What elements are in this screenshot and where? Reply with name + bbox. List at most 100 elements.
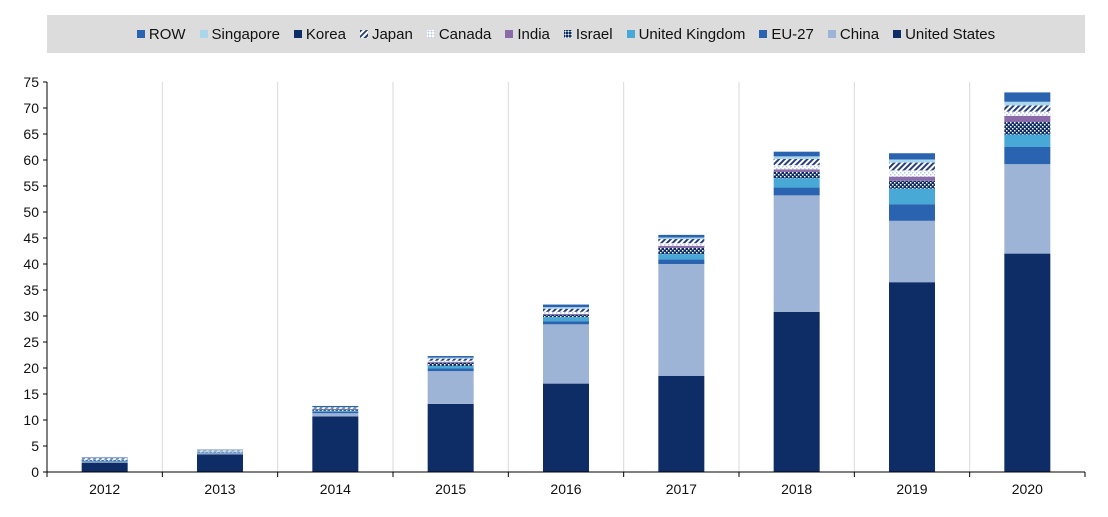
bar-canada-2013 <box>197 451 243 452</box>
bar-india-2020 <box>1004 115 1051 123</box>
bar-united-states-2013 <box>197 454 243 472</box>
y-tick-label: 70 <box>23 100 39 116</box>
y-tick-label: 75 <box>23 74 39 90</box>
y-tick-label: 0 <box>31 464 39 480</box>
legend-item-united-kingdom: United Kingdom <box>626 25 746 43</box>
y-tick-label: 15 <box>23 386 39 402</box>
bar-israel-2014 <box>312 409 359 411</box>
legend-label-india: India <box>517 25 550 43</box>
bar-united-states-2017 <box>658 375 705 472</box>
bar-israel-2018 <box>773 171 820 179</box>
bar-japan-2016 <box>543 308 589 312</box>
y-tick-label: 60 <box>23 152 39 168</box>
y-tick-label: 10 <box>23 412 39 428</box>
bar-china-2018 <box>773 195 820 312</box>
bar-row-2012 <box>81 457 128 458</box>
bar-united-states-2020 <box>1004 253 1051 472</box>
legend-label-united-kingdom: United Kingdom <box>638 25 746 43</box>
bar-canada-2012 <box>81 459 128 461</box>
bar-canada-2017 <box>658 243 705 246</box>
bar-japan-2013 <box>197 450 243 452</box>
x-tick-label: 2015 <box>435 481 466 497</box>
legend-item-united-states: United States <box>893 26 995 43</box>
bar-row-2020 <box>1004 92 1051 102</box>
legend-label-china: China <box>839 25 880 43</box>
bar-china-2012 <box>81 461 128 463</box>
legend-item-row: ROW <box>136 25 186 43</box>
bar-india-2016 <box>543 313 589 315</box>
bar-singapore-2020 <box>1004 101 1051 106</box>
bar-japan-2012 <box>81 458 128 460</box>
bar-china-2020 <box>1004 164 1051 254</box>
bar-india-2018 <box>773 169 820 172</box>
legend-swatch-israel <box>563 30 572 38</box>
bar-japan-2014 <box>312 407 359 409</box>
y-tick-label: 25 <box>23 334 39 350</box>
bar-united-kingdom-2020 <box>1004 134 1051 147</box>
y-tick-label: 40 <box>23 256 39 272</box>
bar-row-2015 <box>427 356 474 358</box>
bar-united-kingdom-2013 <box>197 452 243 453</box>
legend-item-japan: Japan <box>359 26 413 43</box>
bar-india-2015 <box>427 361 474 363</box>
bar-row-2018 <box>773 151 820 157</box>
legend-item-singapore: Singapore <box>199 25 280 43</box>
bar-china-2015 <box>427 371 474 404</box>
bar-japan-2019 <box>889 162 935 171</box>
legend-swatch-united-kingdom <box>626 30 635 38</box>
y-tick-label: 35 <box>23 282 39 298</box>
bar-united-kingdom-2016 <box>543 317 589 322</box>
bar-israel-2015 <box>427 362 474 366</box>
legend-label-singapore: Singapore <box>211 25 280 43</box>
bar-israel-2012 <box>81 460 128 461</box>
legend-label-row: ROW <box>148 25 186 43</box>
y-tick-label: 65 <box>23 126 39 142</box>
bar-israel-2016 <box>543 314 589 318</box>
bar-row-2013 <box>197 449 243 451</box>
bar-china-2019 <box>889 220 935 283</box>
bar-row-2019 <box>889 153 935 160</box>
bar-united-states-2019 <box>889 282 935 472</box>
bar-united-states-2012 <box>81 462 128 472</box>
legend-swatch-china <box>827 30 836 38</box>
bar-united-kingdom-2014 <box>312 410 359 412</box>
legend-swatch-singapore <box>199 30 208 38</box>
bar-china-2013 <box>197 453 243 455</box>
bar-united-states-2018 <box>773 311 820 472</box>
bar-row-2014 <box>312 405 359 407</box>
bar-eu-27-2019 <box>889 204 935 221</box>
x-tick-label: 2018 <box>781 481 812 497</box>
y-tick-label: 30 <box>23 308 39 324</box>
bar-india-2014 <box>312 409 359 410</box>
bar-japan-2018 <box>773 158 820 166</box>
bar-united-kingdom-2018 <box>773 178 820 188</box>
bar-israel-2020 <box>1004 122 1051 135</box>
legend-swatch-canada <box>426 30 435 38</box>
legend-item-korea: Korea <box>293 25 346 43</box>
x-tick-label: 2012 <box>89 481 120 497</box>
x-tick-label: 2019 <box>896 481 927 497</box>
bar-singapore-2018 <box>773 156 820 159</box>
legend-label-canada: Canada <box>438 25 492 43</box>
legend-item-israel: Israel <box>563 25 613 43</box>
axes: 0 5 10 15 20 25 30 35 40 45 50 55 60 65 70 75 2012 2013 20… <box>23 74 1086 497</box>
stacked-bar-chart: 0 5 10 15 20 25 30 35 40 45 50 55 60 65 70 75 2012 2013 20… <box>23 74 1086 497</box>
legend-swatch-united-states <box>893 30 902 38</box>
bar-united-states-2016 <box>543 383 589 472</box>
legend-swatch-india <box>505 30 514 38</box>
legend-label-korea: Korea <box>305 25 346 43</box>
legend-item-eu-27: EU-27 <box>759 26 814 43</box>
bar-united-kingdom-2015 <box>427 365 474 369</box>
bar-eu-27-2013 <box>197 452 243 454</box>
legend-item-india: India <box>505 26 550 43</box>
legend-label-united-states: United States <box>905 25 996 43</box>
bar-canada-2014 <box>312 408 359 410</box>
bar-india-2019 <box>889 176 935 181</box>
bar-eu-27-2017 <box>658 259 705 264</box>
y-tick-label: 5 <box>31 438 39 454</box>
x-tick-label: 2016 <box>550 481 581 497</box>
x-tick-label: 2013 <box>204 481 235 497</box>
legend-label-israel: Israel <box>575 25 613 43</box>
bars <box>81 92 1051 472</box>
bar-singapore-2019 <box>889 159 935 163</box>
